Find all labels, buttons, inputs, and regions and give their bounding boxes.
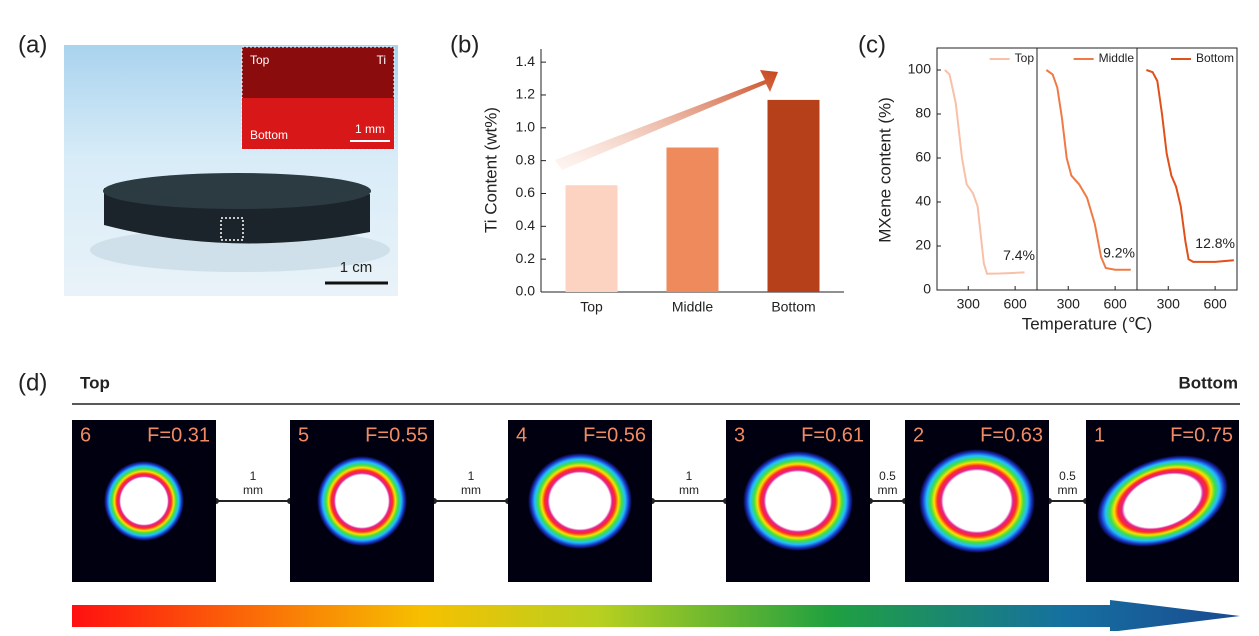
y-axis-label: Ti Content (wt%) bbox=[481, 107, 500, 233]
x-tick-label: 600 bbox=[1003, 296, 1027, 312]
x-tick-label: Bottom bbox=[771, 299, 815, 315]
y-tick-label: 40 bbox=[915, 193, 931, 209]
y-tick-label: 1.4 bbox=[516, 53, 536, 69]
annotation: 12.8% bbox=[1195, 235, 1235, 251]
profile-f: F=0.31 bbox=[147, 424, 210, 446]
beam-ring bbox=[1097, 455, 1228, 547]
legend-label: Top bbox=[1015, 51, 1035, 65]
panel-label: (b) bbox=[450, 31, 479, 58]
spacing-value: 0.5 bbox=[1059, 469, 1076, 483]
y-tick-label: 0 bbox=[923, 281, 931, 297]
disk-top bbox=[103, 173, 371, 209]
profile-index: 6 bbox=[80, 424, 91, 446]
panel-label: (a) bbox=[18, 31, 47, 58]
y-tick-label: 100 bbox=[908, 61, 932, 77]
beam-start: Top bbox=[80, 373, 110, 392]
spacing-unit: mm bbox=[1058, 483, 1078, 497]
y-tick-label: 0.4 bbox=[516, 217, 536, 233]
y-tick-label: 60 bbox=[915, 149, 931, 165]
beam-ring bbox=[317, 456, 407, 546]
bar bbox=[666, 147, 719, 292]
y-axis-label: MXene content (%) bbox=[875, 97, 894, 243]
annotation: 9.2% bbox=[1103, 244, 1135, 260]
beam-ring bbox=[743, 451, 853, 551]
x-tick-label: Middle bbox=[672, 299, 713, 315]
y-tick-label: 20 bbox=[915, 237, 931, 253]
profile-index: 1 bbox=[1094, 424, 1105, 446]
spacing-unit: mm bbox=[243, 483, 263, 497]
inset-label: Top bbox=[250, 53, 270, 67]
y-tick-label: 0.2 bbox=[516, 250, 536, 266]
x-tick-label: 300 bbox=[1057, 296, 1081, 312]
spacing-unit: mm bbox=[679, 483, 699, 497]
x-tick-label: Top bbox=[580, 299, 603, 315]
y-tick-label: 1.0 bbox=[516, 119, 536, 135]
series-line bbox=[1045, 69, 1131, 271]
x-tick-label: 300 bbox=[1157, 296, 1181, 312]
plot-frame bbox=[1136, 47, 1238, 291]
x-axis-label: Temperature (℃) bbox=[1022, 314, 1153, 333]
spacing-value: 1 bbox=[468, 469, 475, 483]
panel-label: (d) bbox=[18, 369, 47, 396]
profile-f: F=0.56 bbox=[583, 424, 646, 446]
annotation: 7.4% bbox=[1003, 247, 1035, 263]
bar bbox=[565, 185, 618, 292]
beam-ring bbox=[528, 453, 632, 549]
legend-label: Bottom bbox=[1196, 51, 1234, 65]
series-line bbox=[1146, 69, 1234, 263]
profile-f: F=0.63 bbox=[980, 424, 1043, 446]
y-tick-label: 80 bbox=[915, 105, 931, 121]
spacing-unit: mm bbox=[878, 483, 898, 497]
x-tick-label: 600 bbox=[1103, 296, 1127, 312]
profile-f: F=0.75 bbox=[1170, 424, 1233, 446]
bar bbox=[767, 99, 820, 292]
inset-label: Bottom bbox=[250, 128, 288, 142]
spacing-unit: mm bbox=[461, 483, 481, 497]
spacing-value: 0.5 bbox=[879, 469, 896, 483]
spacing-value: 1 bbox=[686, 469, 693, 483]
y-tick-label: 1.2 bbox=[516, 86, 536, 102]
profile-index: 5 bbox=[298, 424, 309, 446]
x-tick-label: 600 bbox=[1203, 296, 1227, 312]
panel-label: (c) bbox=[858, 31, 886, 58]
series-line bbox=[944, 69, 1025, 275]
y-tick-label: 0.6 bbox=[516, 184, 536, 200]
y-tick-label: 0.0 bbox=[516, 283, 536, 299]
profile-f: F=0.61 bbox=[801, 424, 864, 446]
beam-ring bbox=[919, 449, 1035, 553]
legend-label: Middle bbox=[1099, 51, 1135, 65]
scale-label: 1 cm bbox=[340, 259, 373, 276]
roi-box bbox=[220, 217, 244, 241]
beam-end: Bottom bbox=[1179, 373, 1238, 392]
profile-index: 2 bbox=[913, 424, 924, 446]
beam-ring bbox=[104, 461, 184, 541]
profile-index: 3 bbox=[734, 424, 745, 446]
profile-index: 4 bbox=[516, 424, 527, 446]
inset-label: Ti bbox=[376, 53, 386, 67]
spacing-value: 1 bbox=[250, 469, 257, 483]
profile-f: F=0.55 bbox=[365, 424, 428, 446]
x-tick-label: 300 bbox=[957, 296, 981, 312]
trend-arrow bbox=[555, 70, 778, 170]
gradient-arrow bbox=[72, 600, 1240, 632]
y-tick-label: 0.8 bbox=[516, 151, 536, 167]
inset-scale: 1 mm bbox=[355, 122, 385, 136]
